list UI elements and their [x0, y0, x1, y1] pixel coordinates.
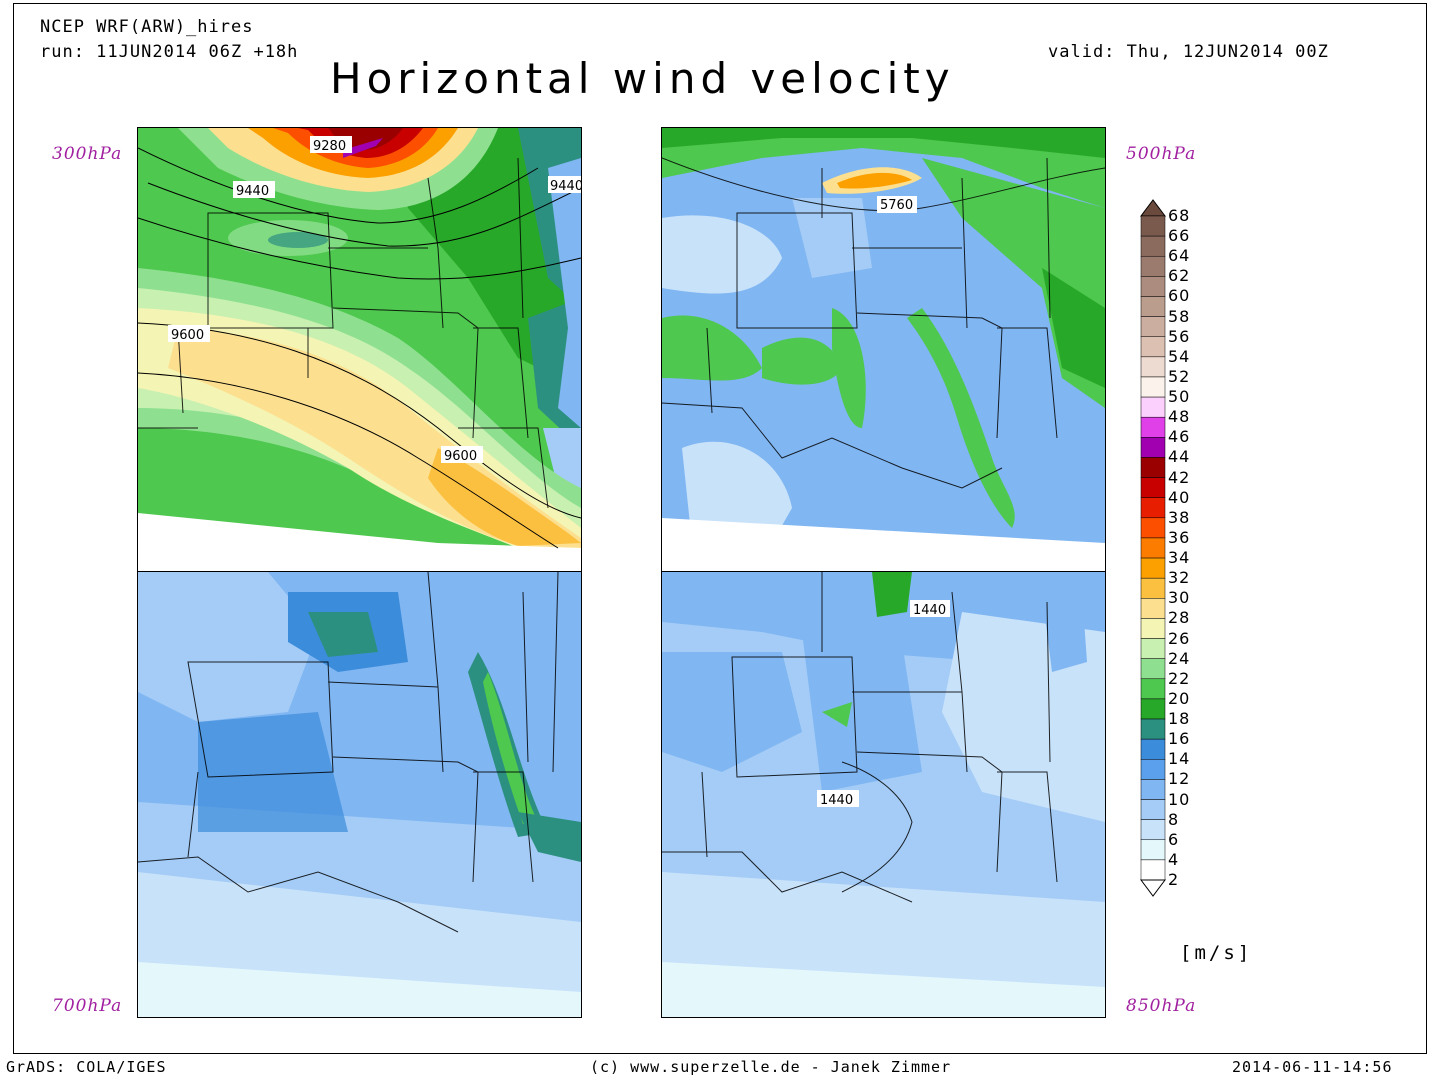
footer-right: 2014-06-11-14:56	[1232, 1058, 1393, 1076]
colorbar-swatch	[1140, 738, 1166, 760]
colorbar-tick-label: 2	[1168, 870, 1180, 889]
run-info: run: 11JUN2014 06Z +18h	[40, 42, 299, 62]
colorbar-tick-label: 32	[1168, 568, 1191, 588]
plot-frame	[13, 3, 1427, 1054]
colorbar-swatch	[1140, 779, 1166, 800]
colorbar-tick-label: 30	[1168, 588, 1191, 608]
colorbar-tick-label: 24	[1168, 648, 1191, 668]
valid-time: valid: Thu, 12JUN2014 00Z	[1048, 42, 1329, 62]
colorbar-tick-label: 52	[1168, 366, 1191, 386]
contour-label: 5760	[880, 198, 913, 213]
colorbar-swatch	[1140, 557, 1166, 579]
colorbar-tick-label: 58	[1168, 306, 1191, 326]
colorbar-swatch	[1140, 376, 1166, 398]
level-label-850: 850hPa	[1126, 996, 1197, 1016]
colorbar-tick-label: 62	[1168, 266, 1191, 286]
contour-label: 1440	[913, 603, 946, 618]
contour-label: 9440	[550, 179, 581, 194]
colorbar-tick-label: 34	[1168, 548, 1191, 568]
colorbar-swatch	[1140, 477, 1166, 498]
colorbar-swatch	[1140, 517, 1166, 539]
colorbar-swatch	[1140, 396, 1166, 418]
colorbar-tick-label: 22	[1168, 668, 1191, 688]
contour-label: 9280	[313, 139, 346, 154]
contour-label: 9600	[171, 328, 204, 343]
colorbar-swatch	[1140, 598, 1166, 619]
contour-label: 9440	[236, 184, 269, 199]
colorbar-arrow-top	[1140, 199, 1166, 217]
map-panel-300hpa: 9280 9440 9440 9600 9600	[137, 127, 582, 573]
colorbar-swatch	[1140, 336, 1166, 358]
colorbar-swatch	[1140, 577, 1166, 599]
colorbar-swatch	[1140, 698, 1166, 720]
colorbar-tick-label: 38	[1168, 507, 1191, 527]
colorbar-swatch	[1140, 618, 1166, 639]
map-panel-700hpa	[137, 571, 582, 1018]
map-panel-850hpa: 1440 1440	[661, 571, 1106, 1018]
colorbar-swatch	[1140, 819, 1166, 841]
colorbar-swatch	[1140, 457, 1166, 478]
contour-label: 1440	[820, 793, 853, 808]
colorbar-tick-label: 44	[1168, 447, 1191, 467]
colorbar-swatch	[1140, 759, 1166, 780]
colorbar-tick-label: 64	[1168, 246, 1191, 266]
level-label-500: 500hPa	[1126, 144, 1197, 164]
map-panel-500hpa: 5760	[661, 127, 1106, 573]
colorbar-swatch	[1140, 416, 1166, 438]
colorbar-tick-label: 50	[1168, 387, 1191, 407]
colorbar-tick-label: 18	[1168, 709, 1191, 729]
colorbar-tick-label: 46	[1168, 427, 1191, 447]
level-label-300: 300hPa	[52, 144, 123, 164]
colorbar-tick-label: 66	[1168, 226, 1191, 246]
colorbar-swatch	[1140, 799, 1166, 820]
colorbar-swatch	[1140, 296, 1166, 317]
colorbar-tick-label: 60	[1168, 286, 1191, 306]
colorbar-tick-label: 12	[1168, 769, 1191, 789]
colorbar-tick-label: 28	[1168, 608, 1191, 628]
colorbar-tick-label: 42	[1168, 467, 1191, 487]
colorbar-arrow-bottom	[1140, 879, 1166, 897]
colorbar-tick-label: 36	[1168, 527, 1191, 547]
colorbar-swatch	[1140, 235, 1166, 257]
colorbar	[1138, 198, 1168, 898]
colorbar-tick-label: 26	[1168, 628, 1191, 648]
colorbar-swatch	[1140, 839, 1166, 861]
map-title: Horizontal wind velocity	[330, 54, 955, 103]
colorbar-tick-label: 16	[1168, 729, 1191, 749]
colorbar-tick-label: 10	[1168, 789, 1191, 809]
colorbar-tick-label: 56	[1168, 326, 1191, 346]
colorbar-swatch	[1140, 859, 1166, 881]
colorbar-tick-label: 6	[1168, 829, 1180, 849]
colorbar-swatch	[1140, 537, 1166, 559]
footer-left: GrADS: COLA/IGES	[6, 1058, 167, 1076]
colorbar-swatch	[1140, 497, 1166, 519]
colorbar-swatch	[1140, 638, 1166, 659]
colorbar-swatch	[1140, 437, 1166, 458]
level-label-700: 700hPa	[52, 996, 123, 1016]
colorbar-swatch	[1140, 316, 1166, 337]
colorbar-swatch	[1140, 356, 1166, 378]
colorbar-tick-label: 48	[1168, 407, 1191, 427]
colorbar-swatch	[1140, 658, 1166, 680]
model-name: NCEP WRF(ARW)_hires	[40, 17, 254, 37]
colorbar-swatch	[1140, 276, 1166, 297]
contour-label: 9600	[444, 449, 477, 464]
colorbar-swatch	[1140, 215, 1166, 237]
colorbar-tick-label: 54	[1168, 346, 1191, 366]
colorbar-swatch	[1140, 678, 1166, 700]
colorbar-tick-label: 20	[1168, 688, 1191, 708]
colorbar-swatch	[1140, 718, 1166, 740]
colorbar-tick-label: 68	[1168, 206, 1191, 225]
colorbar-tick-label: 14	[1168, 749, 1191, 769]
footer-center: (c) www.superzelle.de - Janek Zimmer	[590, 1058, 952, 1076]
colorbar-tick-label: 4	[1168, 849, 1180, 869]
colorbar-tick-label: 40	[1168, 487, 1191, 507]
colorbar-tick-label: 8	[1168, 809, 1180, 829]
colorbar-swatch	[1140, 255, 1166, 277]
units-label: [m/s]	[1180, 942, 1253, 964]
